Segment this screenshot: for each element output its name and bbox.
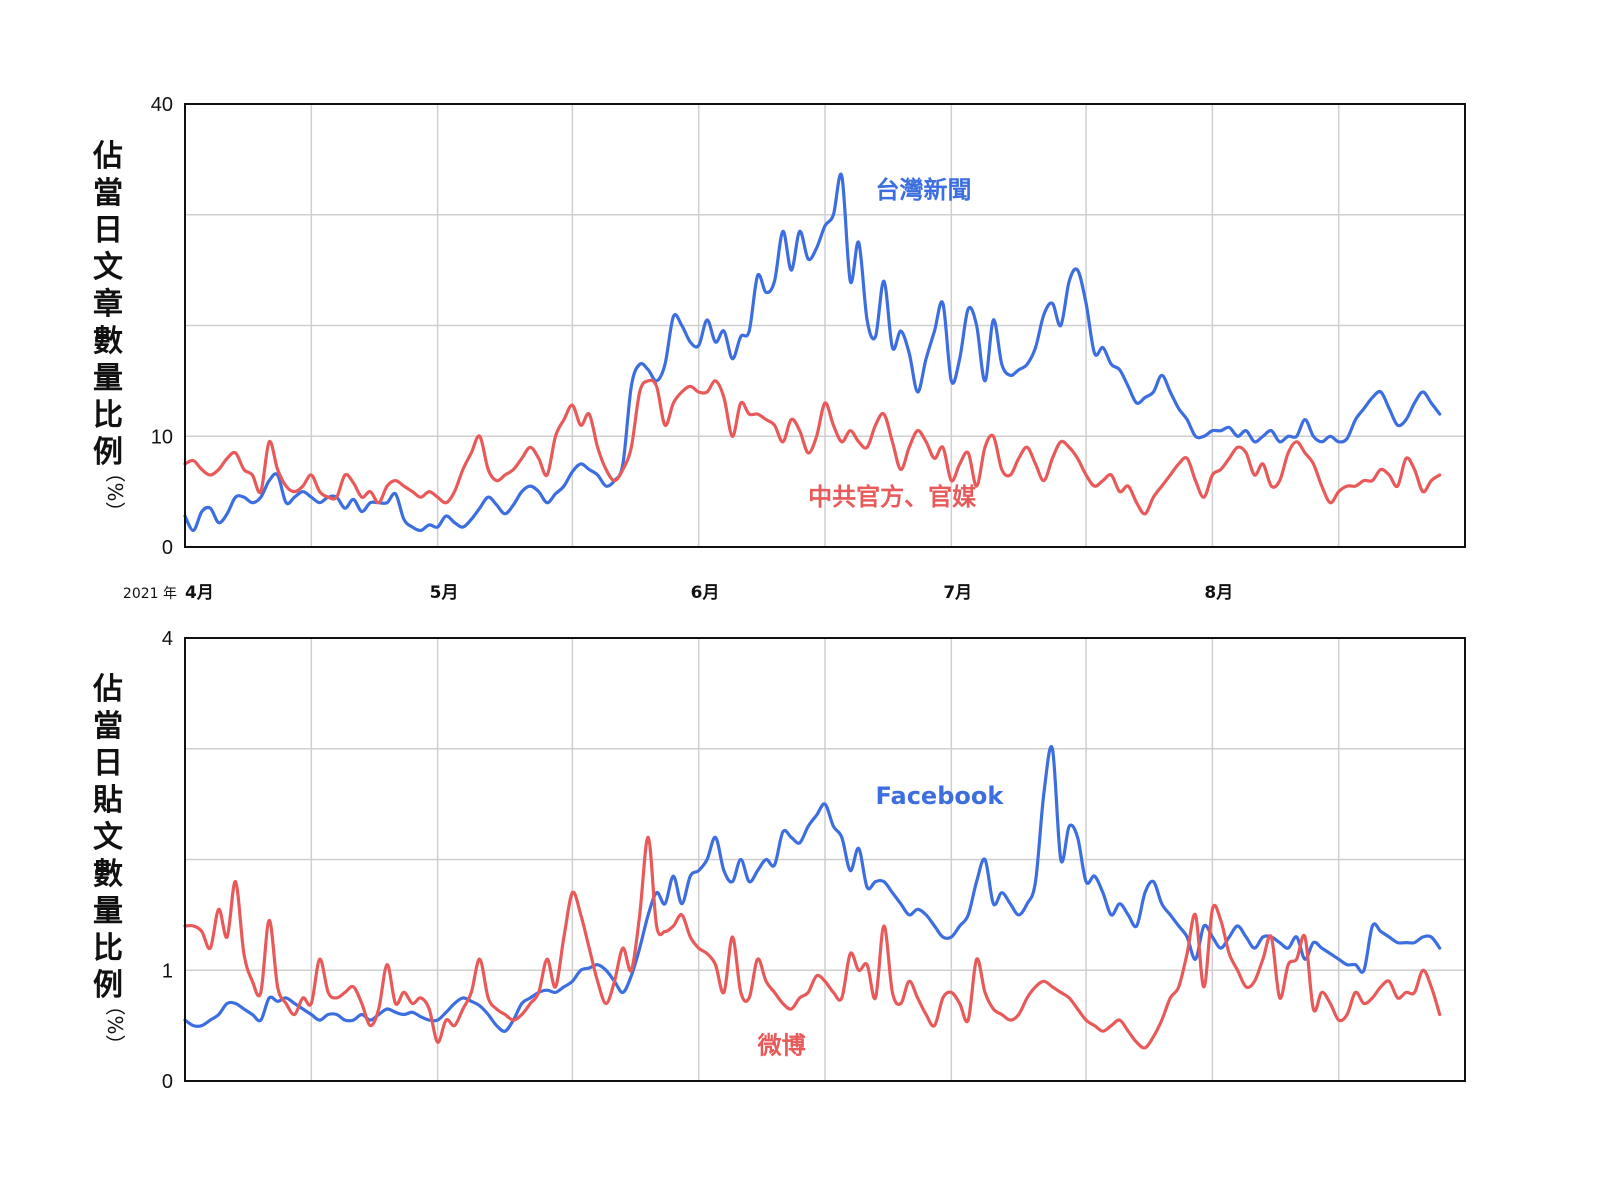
series-label-2: 中共官方、官媒 bbox=[808, 483, 977, 511]
x-month-label: 8月 bbox=[1204, 583, 1233, 603]
series-line-1 bbox=[183, 172, 1442, 533]
series-line-2 bbox=[183, 378, 1442, 516]
y-tick-label: 10 bbox=[151, 426, 173, 448]
y-axis-title-char: 當 bbox=[93, 709, 123, 744]
series-label-1: Facebook bbox=[876, 782, 1005, 810]
y-axis-title-char: 文 bbox=[93, 250, 123, 285]
series-label-1: 台灣新聞 bbox=[876, 176, 972, 204]
series-line-2 bbox=[183, 835, 1442, 1050]
y-axis-unit: （%） bbox=[103, 462, 127, 521]
y-axis-title-char: 數 bbox=[93, 324, 123, 359]
y-axis-title-char: 數 bbox=[93, 857, 123, 892]
y-axis-title-char: 量 bbox=[93, 361, 123, 396]
y-axis-title-char: 日 bbox=[93, 746, 123, 781]
y-tick-label: 1 bbox=[162, 960, 173, 982]
y-tick-label: 40 bbox=[151, 94, 173, 116]
y-axis-title-char: 佔 bbox=[92, 139, 123, 174]
y-axis-title-char: 比 bbox=[93, 398, 123, 433]
plot-frame bbox=[184, 103, 1466, 548]
y-tick-label: 4 bbox=[162, 628, 173, 650]
y-tick-label: 0 bbox=[162, 537, 173, 559]
y-axis-title-char: 例 bbox=[93, 435, 123, 470]
y-axis-title-char: 文 bbox=[93, 820, 123, 855]
y-tick-label: 0 bbox=[162, 1071, 173, 1093]
y-axis-title-char: 比 bbox=[93, 931, 123, 966]
x-month-label: 5月 bbox=[430, 583, 459, 603]
y-axis-title-char: 佔 bbox=[92, 672, 123, 707]
x-month-label: 4月 bbox=[185, 583, 214, 603]
x-month-label: 7月 bbox=[943, 583, 972, 603]
series-line-1 bbox=[183, 745, 1442, 1033]
y-axis-title-char: 例 bbox=[93, 968, 123, 1003]
y-axis-title-char: 量 bbox=[93, 894, 123, 929]
series-label-2: 微博 bbox=[757, 1031, 806, 1059]
plot-frame bbox=[184, 637, 1466, 1082]
y-axis-title-char: 日 bbox=[93, 213, 123, 248]
y-axis-title-char: 章 bbox=[93, 287, 123, 322]
year-label: 2021 年 bbox=[123, 586, 177, 602]
y-axis-title-char: 當 bbox=[93, 176, 123, 211]
y-axis-unit: （%） bbox=[103, 995, 127, 1054]
y-axis-title-char: 貼 bbox=[93, 783, 123, 818]
x-month-label: 6月 bbox=[691, 583, 720, 603]
